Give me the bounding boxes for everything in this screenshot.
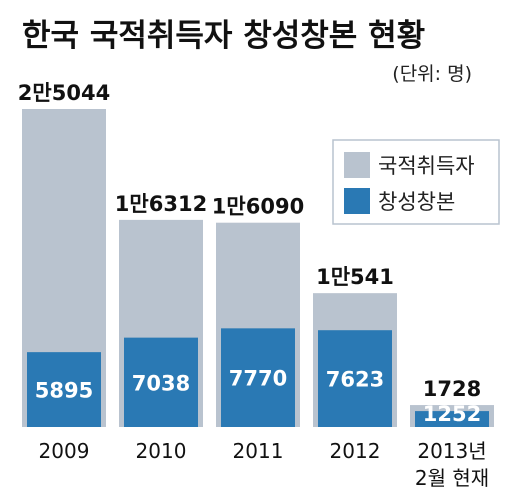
legend-swatch-new-surname [344, 188, 370, 214]
bar-new-surname-4 [415, 411, 489, 427]
category-label-3-0: 2012 [330, 439, 381, 463]
category-label-1-0: 2010 [136, 439, 187, 463]
value-label-naturalized-3: 1만541 [316, 265, 394, 289]
value-label-naturalized-4: 1728 [423, 377, 481, 401]
value-label-naturalized-1: 1만6312 [115, 192, 207, 216]
value-label-new-surname-4: 1252 [423, 402, 481, 426]
bar-new-surname-2 [221, 328, 295, 427]
value-label-new-surname-2: 7770 [229, 367, 287, 391]
value-label-naturalized-2: 1만6090 [212, 195, 304, 219]
bar-new-surname-1 [124, 337, 198, 427]
legend-label-naturalized: 국적취득자 [378, 154, 475, 178]
unit-label: (단위: 명) [392, 63, 472, 85]
value-label-new-surname-0: 5895 [35, 379, 93, 403]
category-label-4-1: 2월 현재 [415, 466, 489, 490]
legend-swatch-naturalized [344, 152, 370, 178]
value-label-new-surname-1: 7038 [132, 371, 190, 395]
legend: 국적취득자 창성창본 [332, 139, 500, 225]
category-label-4-0: 2013년 [417, 439, 486, 463]
legend-label-new-surname: 창성창본 [378, 190, 455, 214]
value-label-new-surname-3: 7623 [326, 368, 384, 392]
plot-area: 2만5044 5895 2009 1만6312 7038 2010 1만6090 7770 20… [18, 81, 494, 490]
value-label-naturalized-0: 2만5044 [18, 81, 110, 105]
bar-new-surname-0 [27, 352, 101, 427]
category-label-0-0: 2009 [39, 439, 90, 463]
category-label-2-0: 2011 [233, 439, 284, 463]
bar-new-surname-3 [318, 330, 392, 427]
chart-title: 한국 국적취득자 창성창본 현황 [22, 18, 425, 54]
